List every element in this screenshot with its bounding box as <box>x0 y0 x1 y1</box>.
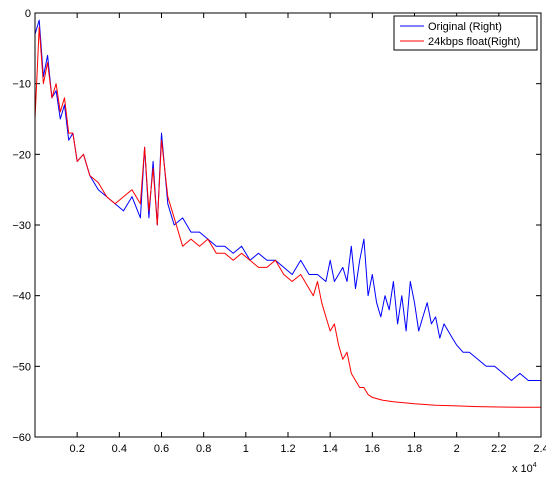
y-tick-label: −50 <box>12 361 31 373</box>
x-tick-label: 1.4 <box>323 443 338 455</box>
series-layer <box>35 19 541 408</box>
y-tick-label: −40 <box>12 291 31 303</box>
x-tick-label: 1.2 <box>280 443 295 455</box>
plot-frame <box>34 12 542 438</box>
x-multiplier-exponent: 4 <box>533 462 537 469</box>
x-tick-label: 2.2 <box>491 443 506 455</box>
x-tick-label: 2.4 <box>533 443 546 455</box>
x-tick-label: 1 <box>243 443 249 455</box>
y-tick-label: −30 <box>12 220 31 232</box>
legend-box <box>393 15 538 51</box>
y-tick-label: −20 <box>12 149 31 161</box>
x-tick-label: 0.4 <box>112 443 127 455</box>
x-tick-label: 0.6 <box>154 443 169 455</box>
series-line-2 <box>35 26 541 408</box>
y-tick-label: −10 <box>12 79 31 91</box>
x-tick-label: 2 <box>454 443 460 455</box>
x-tick-label: 0.8 <box>196 443 211 455</box>
legend-label: Original (Right) <box>428 21 502 33</box>
x-tick-label: 1.8 <box>407 443 422 455</box>
x-axis: 0.2 0.4 0.6 0.8 1 1.2 1.4 1.6 1.8 2 2.2 2.4 <box>70 13 546 455</box>
legend: Original (Right) 24kbps float(Right) <box>393 15 538 51</box>
plot-background <box>35 13 541 437</box>
x-multiplier-base: x 10 <box>512 463 533 475</box>
x-multiplier: x 104 <box>512 462 537 475</box>
legend-label: 24kbps float(Right) <box>428 36 520 48</box>
y-axis: 0 −10 −20 −30 −40 −50 −60 <box>12 8 541 444</box>
x-tick-label: 1.6 <box>365 443 380 455</box>
y-tick-label: −60 <box>12 432 31 444</box>
y-tick-label: 0 <box>25 8 31 20</box>
x-tick-label: 0.2 <box>70 443 85 455</box>
